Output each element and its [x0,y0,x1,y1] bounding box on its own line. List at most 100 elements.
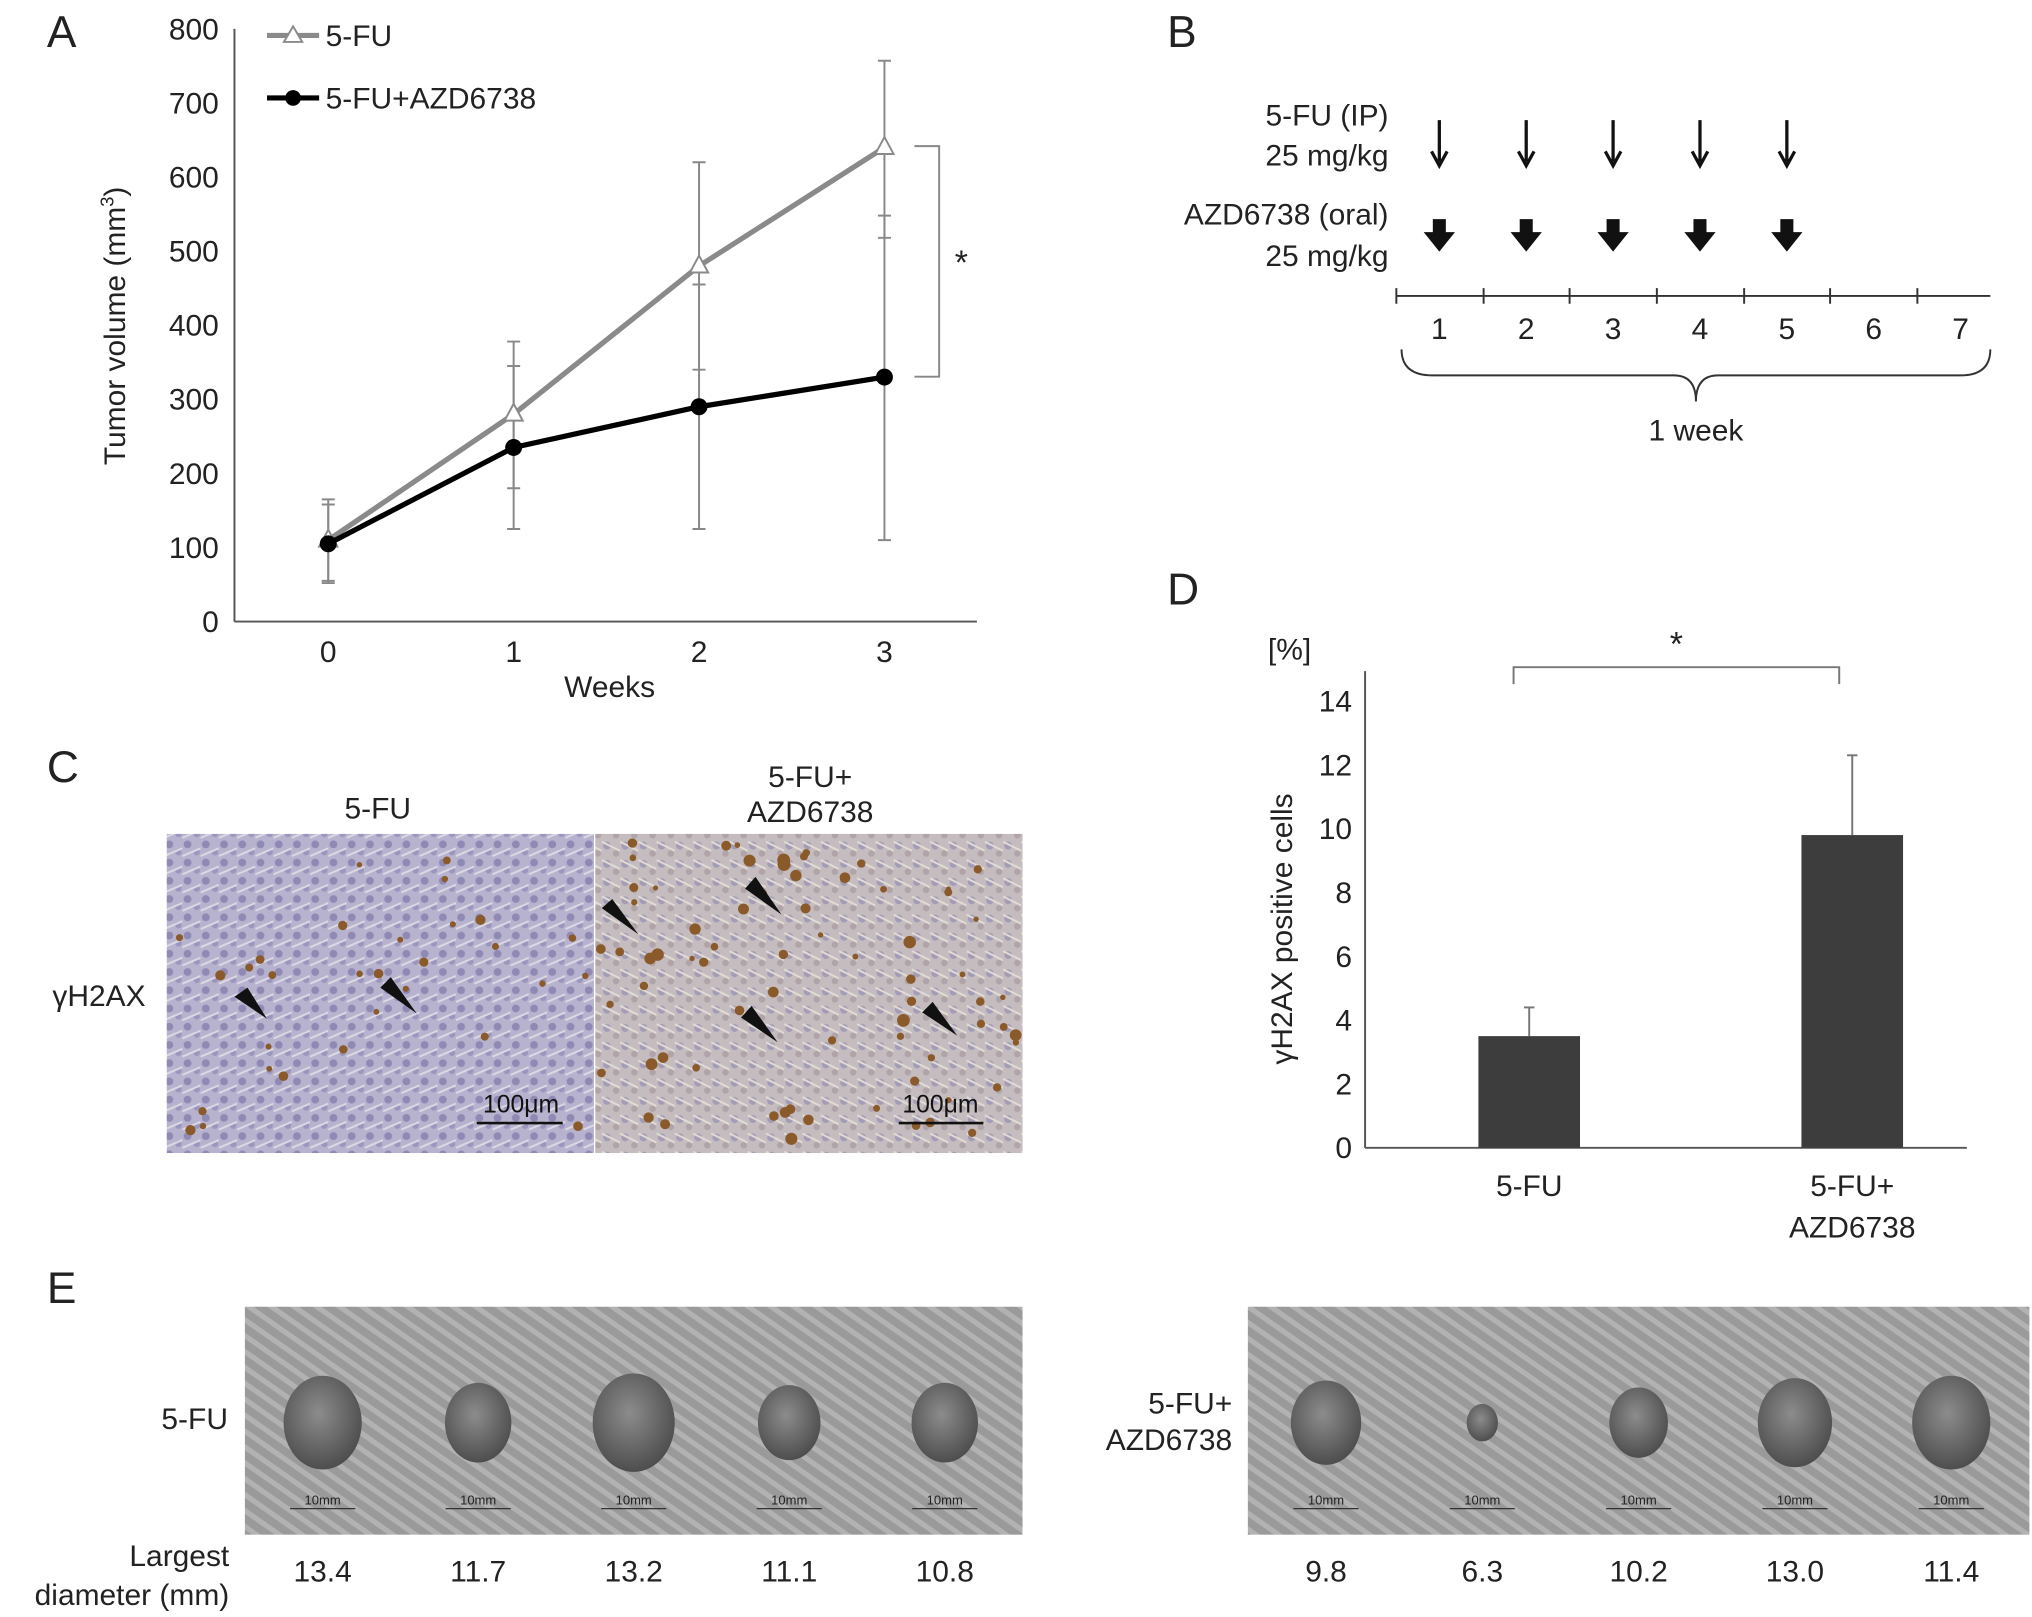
data-point [505,439,523,456]
stained-nucleus [480,1032,489,1041]
y-axis-label: Tumor volume (mm3) [96,187,132,466]
stained-nucleus [278,1071,289,1082]
stained-nucleus [373,968,384,979]
histology-row-label: γH2AX [52,980,145,1013]
stained-nucleus [944,888,953,897]
y-tick-label: 700 [169,87,219,120]
bar [1801,835,1904,1148]
stained-nucleus [734,842,741,848]
histology-title-combo-1: 5-FU+ [768,761,852,794]
tumor [283,1375,362,1470]
stained-nucleus [268,971,277,979]
stained-nucleus [657,1052,669,1063]
diameter-value: 9.8 [1305,1556,1347,1589]
stained-nucleus [255,955,265,964]
stained-nucleus [266,1065,273,1072]
stained-nucleus [1012,1039,1020,1046]
stained-nucleus [615,947,625,957]
dosing-schedule: 5-FU (IP) 25 mg/kg AZD6738 (oral) 25 mg/… [1184,99,1992,448]
stained-nucleus [743,854,756,867]
y-tick-label: 6 [1335,941,1352,974]
stained-nucleus [945,1096,952,1104]
stained-nucleus [627,838,638,848]
stained-nucleus [992,1083,1002,1092]
stained-nucleus [652,885,659,891]
series-line-5fu [326,145,886,543]
day-label: 4 [1692,313,1709,346]
diameter-value: 10.2 [1609,1556,1667,1589]
stained-nucleus [449,921,456,928]
stained-nucleus [660,1119,671,1130]
stained-nucleus [442,856,451,865]
stained-nucleus [852,953,859,960]
stained-nucleus [356,970,363,978]
scale-bar-label: 100μm [902,1092,978,1119]
day-label: 1 [1431,313,1448,346]
diameter-value: 13.0 [1766,1556,1824,1589]
stained-nucleus [373,1008,380,1015]
unit-label: [%] [1268,633,1311,666]
stained-nucleus [568,934,577,942]
x-tick-label: 5-FU [1496,1170,1563,1203]
thick-arrow-icon [1771,219,1803,252]
scale-bar-label: 10mm [616,1493,652,1508]
stained-nucleus [873,1104,881,1112]
drug2-name: AZD6738 (oral) [1184,198,1389,231]
y-tick-label: 400 [169,310,219,343]
scale-bar-label: 10mm [927,1493,963,1508]
scale-bar-label: 10mm [771,1493,807,1508]
stained-nucleus [973,865,982,874]
y-tick-label: 14 [1319,685,1352,718]
scale-bar-label: 10mm [305,1493,341,1508]
y-tick-label: 0 [202,606,219,639]
diameter-value: 13.4 [294,1556,352,1589]
stained-nucleus [582,972,589,980]
tumor [757,1385,821,1461]
series-line-5fu-azd [327,374,885,547]
stained-nucleus [769,1111,779,1121]
day-label: 5 [1779,313,1796,346]
significance-bracket [914,145,941,378]
data-point [875,368,893,386]
drug1-name: 5-FU (IP) [1265,99,1388,132]
stained-nucleus [976,1019,986,1028]
data-point [319,535,337,553]
scale-bar-label: 10mm [1464,1493,1500,1508]
y-tick-label: 8 [1335,877,1352,910]
stained-nucleus [799,852,808,861]
diameter-value: 11.4 [1923,1556,1979,1589]
bar [1478,1036,1581,1148]
diameter-value: 6.3 [1462,1556,1504,1589]
y-tick-label: 800 [169,13,219,46]
y-tick-label: 100 [169,532,219,565]
day-label: 3 [1605,313,1622,346]
data-point [502,401,525,422]
diameter-value: 11.1 [761,1556,817,1589]
data-point [688,253,710,274]
scale-bar-label: 10mm [1308,1493,1344,1508]
stained-nucleus [827,1036,837,1045]
stained-nucleus [785,1132,798,1145]
week-brace [1400,349,1992,402]
stained-nucleus [339,1045,348,1054]
stained-nucleus [573,1121,583,1132]
legend-5fu: 5-FU [326,20,393,53]
histology-panel: 5-FU 5-FU+ AZD6738 γH2AX 100μm 100μm [52,761,1023,1154]
stained-nucleus [539,980,546,987]
stained-nucleus [475,914,486,925]
scale-bar-label: 10mm [1777,1493,1813,1508]
stained-nucleus [175,934,184,942]
data-point [690,398,708,416]
legend-5fu-azd: 5-FU+AZD6738 [326,82,536,115]
tumor [1466,1403,1498,1442]
stained-nucleus [338,920,348,931]
y-tick-label: 0 [1335,1132,1352,1165]
scale-bar-label: 10mm [1933,1493,1969,1508]
stained-nucleus [265,1043,272,1050]
stained-nucleus [595,944,606,954]
y-tick-label: 200 [169,458,219,491]
y-tick-label: 2 [1335,1068,1352,1101]
diameter-value: 10.8 [916,1556,974,1589]
day-label: 6 [1865,313,1882,346]
